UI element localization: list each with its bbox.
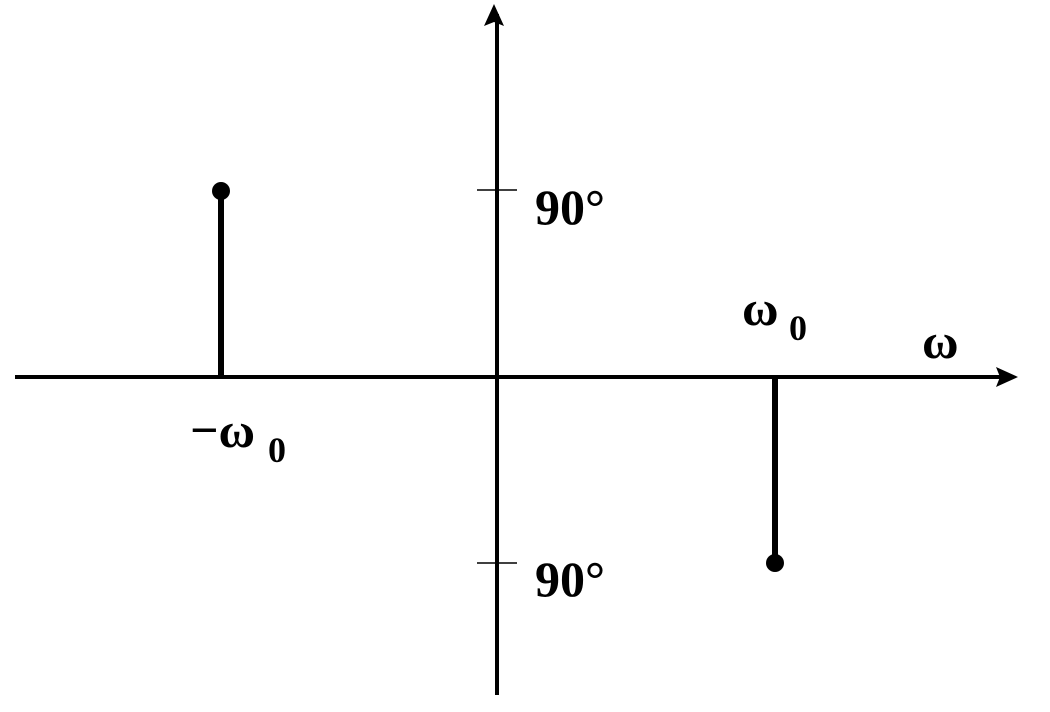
tick-upper-label: 90° <box>535 179 605 235</box>
y-axis-arrowhead <box>484 4 504 26</box>
neg-omega0-label: −ω <box>190 402 255 458</box>
pos-omega0-label: ω <box>742 280 779 336</box>
x-axis-arrowhead <box>996 367 1018 387</box>
pos-omega0-subscript: 0 <box>789 308 807 348</box>
neg-omega0-subscript: 0 <box>268 430 286 470</box>
stem-neg-omega0-marker <box>212 182 230 200</box>
stem-pos-omega0-marker <box>766 554 784 572</box>
tick-lower-label: 90° <box>535 551 605 607</box>
x-axis-label: ω <box>922 313 959 369</box>
